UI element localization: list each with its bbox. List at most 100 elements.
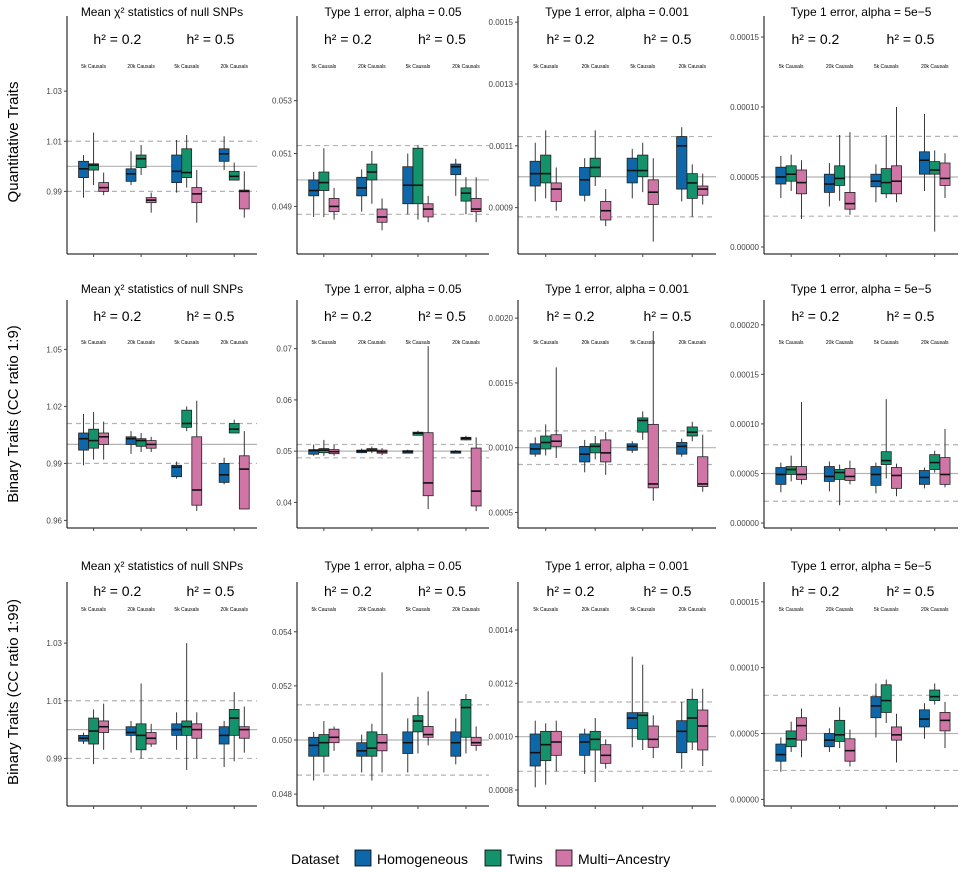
y-tick-label: 1.01 — [46, 697, 62, 706]
y-tick-label: 0.053 — [272, 97, 293, 106]
group-label: 5k Causals — [779, 64, 804, 70]
box-iqr — [422, 432, 434, 497]
box-multi-ancestry-g0 — [550, 167, 562, 211]
box-multi-ancestry-g3 — [939, 153, 951, 198]
heritability-label-0-5: h² = 0.5 — [644, 583, 692, 599]
row-label-binary-1-99: Binary Traits (CC ratio 1:99) — [5, 599, 22, 785]
group-label: 5k Causals — [533, 64, 558, 70]
box-iqr — [870, 466, 882, 486]
y-tick-label: 0.0010 — [489, 444, 514, 453]
box-twins-g2 — [880, 135, 892, 198]
row-label-binary-1-9: Binary Traits (CC ratio 1:9) — [5, 325, 22, 503]
box-twins-g1 — [589, 130, 601, 186]
panels: 0.99 1.01 1.03 5k Causals 20k Causals 5k Caus… — [46, 5, 958, 809]
box-homogeneous-g0 — [529, 142, 541, 202]
heritability-label-0-2: h² = 0.2 — [791, 583, 839, 599]
box-twins-g3 — [929, 150, 941, 232]
box-twins-g3 — [686, 164, 698, 217]
box-multi-ancestry-g2 — [891, 107, 902, 203]
box-multi-ancestry-g1 — [600, 739, 612, 769]
box-twins-g0 — [88, 709, 99, 765]
group-label: 5k Causals — [312, 64, 337, 70]
box-twins-g2 — [637, 142, 649, 193]
panel-title: Mean χ² statistics of null SNPs — [81, 559, 243, 573]
box-multi-ancestry-g3 — [470, 177, 482, 223]
box-homogeneous-g3 — [450, 718, 462, 765]
panel-r0-c3: 0.00000 0.00005 0.00010 0.00015 5k Causals 20… — [730, 5, 958, 257]
y-tick-label: 0.00000 — [730, 795, 759, 804]
y-tick-label: 0.0015 — [489, 18, 514, 27]
row-labels: Quantitative Traits Binary Traits (CC ra… — [5, 82, 22, 785]
box-iqr — [238, 189, 250, 210]
y-tick-label: 1.03 — [46, 639, 62, 648]
legend-label-homogeneous: Homogeneous — [377, 851, 468, 867]
box-homogeneous-g3 — [450, 450, 462, 454]
box-twins-g0 — [540, 130, 552, 199]
box-iqr — [328, 198, 340, 213]
box-iqr — [647, 423, 659, 489]
box-twins-g0 — [540, 723, 552, 785]
y-tick-label: 0.048 — [272, 790, 293, 799]
group-label: 20k Causals — [452, 64, 480, 70]
box-twins-g1 — [589, 718, 601, 782]
panel-title: Type 1 error, alpha = 0.05 — [324, 282, 461, 296]
box-homogeneous-g0 — [529, 720, 541, 788]
group-label: 20k Causals — [220, 607, 248, 613]
y-tick-label: 0.00015 — [730, 598, 759, 607]
box-iqr — [228, 423, 240, 434]
box-homogeneous-g1 — [823, 461, 835, 492]
heritability-label-0-5: h² = 0.5 — [187, 308, 235, 324]
box-iqr — [181, 409, 193, 428]
group-label: 20k Causals — [220, 64, 248, 70]
box-iqr — [775, 743, 787, 762]
y-tick-label: 0.0012 — [489, 679, 514, 688]
box-iqr — [125, 168, 137, 182]
box-multi-ancestry-g1 — [376, 672, 388, 773]
legend: Dataset Homogeneous Twins Multi−Ancestry — [291, 849, 670, 867]
box-iqr — [366, 731, 378, 757]
group-label: 20k Causals — [921, 64, 949, 70]
panel-r2-c0: 0.99 1.01 1.03 5k Causals 20k Causals 5k Caus… — [46, 559, 257, 809]
box-homogeneous-g3 — [218, 720, 230, 768]
heritability-label-0-2: h² = 0.2 — [324, 308, 372, 324]
box-multi-ancestry-g2 — [422, 346, 434, 510]
heritability-label-0-2: h² = 0.2 — [791, 308, 839, 324]
group-label: 5k Causals — [81, 64, 106, 70]
box-homogeneous-g0 — [308, 731, 320, 781]
box-twins-g1 — [834, 707, 846, 749]
box-iqr — [697, 456, 709, 487]
box-twins-g0 — [318, 721, 330, 773]
y-tick-label: 0.00005 — [730, 730, 759, 739]
box-multi-ancestry-g2 — [191, 712, 203, 759]
box-iqr — [318, 171, 330, 191]
box-multi-ancestry-g3 — [939, 701, 951, 749]
box-iqr — [135, 154, 147, 168]
heritability-label-0-2: h² = 0.2 — [547, 583, 595, 599]
y-tick-label: 1.05 — [46, 345, 62, 354]
group-label: 20k Causals — [127, 64, 155, 70]
box-homogeneous-g2 — [402, 153, 414, 215]
box-iqr — [550, 730, 562, 756]
box-multi-ancestry-g0 — [796, 402, 807, 485]
group-label: 20k Causals — [358, 607, 386, 613]
box-multi-ancestry-g2 — [647, 715, 659, 758]
group-label: 20k Causals — [826, 340, 854, 346]
heritability-label-0-2: h² = 0.2 — [93, 308, 141, 324]
box-twins-g3 — [460, 694, 472, 754]
box-iqr — [529, 733, 541, 767]
heritability-label-0-2: h² = 0.2 — [547, 31, 595, 47]
box-iqr — [171, 464, 182, 478]
y-tick-label: 0.04 — [276, 498, 292, 507]
heritability-label-0-5: h² = 0.5 — [887, 308, 935, 324]
box-homogeneous-g0 — [308, 172, 320, 217]
y-tick-label: 0.052 — [272, 682, 293, 691]
box-iqr — [78, 432, 89, 451]
box-iqr — [460, 699, 472, 738]
box-multi-ancestry-g3 — [939, 428, 951, 488]
box-homogeneous-g1 — [579, 728, 591, 774]
box-multi-ancestry-g3 — [238, 431, 250, 510]
box-homogeneous-g3 — [676, 702, 688, 769]
group-label: 5k Causals — [81, 340, 106, 346]
box-multi-ancestry-g1 — [145, 723, 157, 747]
box-homogeneous-g2 — [171, 140, 182, 193]
